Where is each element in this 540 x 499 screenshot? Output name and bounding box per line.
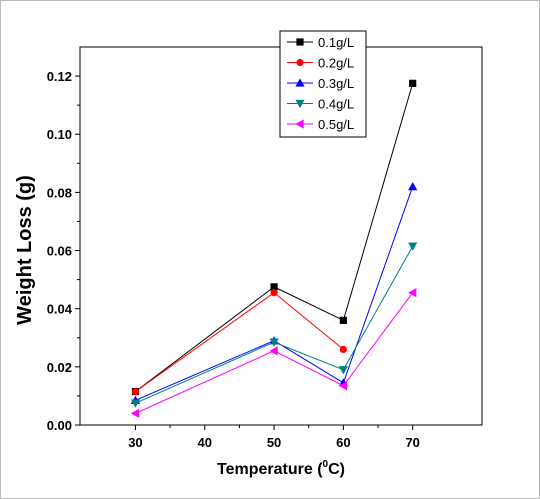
legend-item: 0.4g/L xyxy=(287,97,354,112)
x-axis-title-tail: C) xyxy=(328,461,345,478)
legend-marker xyxy=(295,119,304,129)
data-point xyxy=(339,316,347,324)
series-line xyxy=(135,83,414,392)
y-tick-label: 0.02 xyxy=(47,360,72,375)
y-tick-label: 0.10 xyxy=(47,127,72,142)
legend-item: 0.2g/L xyxy=(287,56,354,71)
legend-label: 0.3g/L xyxy=(318,76,354,91)
legend: 0.1g/L 0.2g/L 0.3g/L 0.4g/L 0.5g/L xyxy=(279,30,367,138)
y-tick-label: 0.12 xyxy=(47,69,72,84)
y-tick-label: 0.04 xyxy=(47,302,73,317)
data-point xyxy=(270,289,278,297)
legend-box xyxy=(279,30,367,138)
legend-label: 0.1g/L xyxy=(318,35,354,50)
legend-label: 0.2g/L xyxy=(318,56,354,71)
legend-item: 0.5g/L xyxy=(287,117,354,132)
legend-label: 0.5g/L xyxy=(318,117,354,132)
data-point xyxy=(339,345,347,353)
x-tick-label: 40 xyxy=(198,435,212,450)
data-point xyxy=(408,288,417,298)
data-point xyxy=(131,387,140,396)
x-axis-title-main: Temperature ( xyxy=(217,461,323,478)
legend-item: 0.1g/L xyxy=(287,35,354,50)
x-tick-label: 50 xyxy=(267,435,281,450)
y-axis-title: Weight Loss (g) xyxy=(14,175,36,325)
series-line xyxy=(135,186,414,401)
data-point xyxy=(409,79,417,87)
x-axis-title: Temperature (0C) xyxy=(217,459,345,478)
legend-marker xyxy=(296,38,304,46)
series-4 xyxy=(130,242,418,408)
series-line xyxy=(135,292,344,392)
data-point xyxy=(408,242,418,251)
data-point xyxy=(338,366,348,375)
legend-label: 0.4g/L xyxy=(318,97,354,112)
data-point xyxy=(130,408,140,418)
data-point xyxy=(269,346,278,356)
data-point xyxy=(270,283,278,291)
y-tick-label: 0.08 xyxy=(47,185,72,200)
series-5 xyxy=(130,288,417,418)
series-line xyxy=(135,292,414,414)
data-point xyxy=(269,338,279,347)
series-layer xyxy=(130,79,418,418)
legend-item: 0.3g/L xyxy=(287,76,354,91)
data-point xyxy=(338,381,348,391)
x-tick-label: 60 xyxy=(336,435,350,450)
y-tick-label: 0.00 xyxy=(47,418,72,433)
legend-marker xyxy=(295,78,305,87)
x-ticks: 30 40 50 60 70 xyxy=(128,425,420,450)
legend-marker xyxy=(295,99,305,109)
series-2 xyxy=(131,289,347,396)
series-line xyxy=(135,245,414,404)
y-tick-label: 0.06 xyxy=(47,244,72,259)
x-tick-label: 70 xyxy=(405,435,419,450)
x-tick-label: 30 xyxy=(128,435,142,450)
legend-marker xyxy=(296,58,304,67)
data-point xyxy=(130,399,141,408)
series-1 xyxy=(131,79,417,396)
y-ticks: 0.00 0.02 0.04 0.06 0.08 0.10 0.12 xyxy=(47,69,80,433)
data-point xyxy=(408,181,418,191)
x-axis-title-sup: 0 xyxy=(323,459,329,470)
